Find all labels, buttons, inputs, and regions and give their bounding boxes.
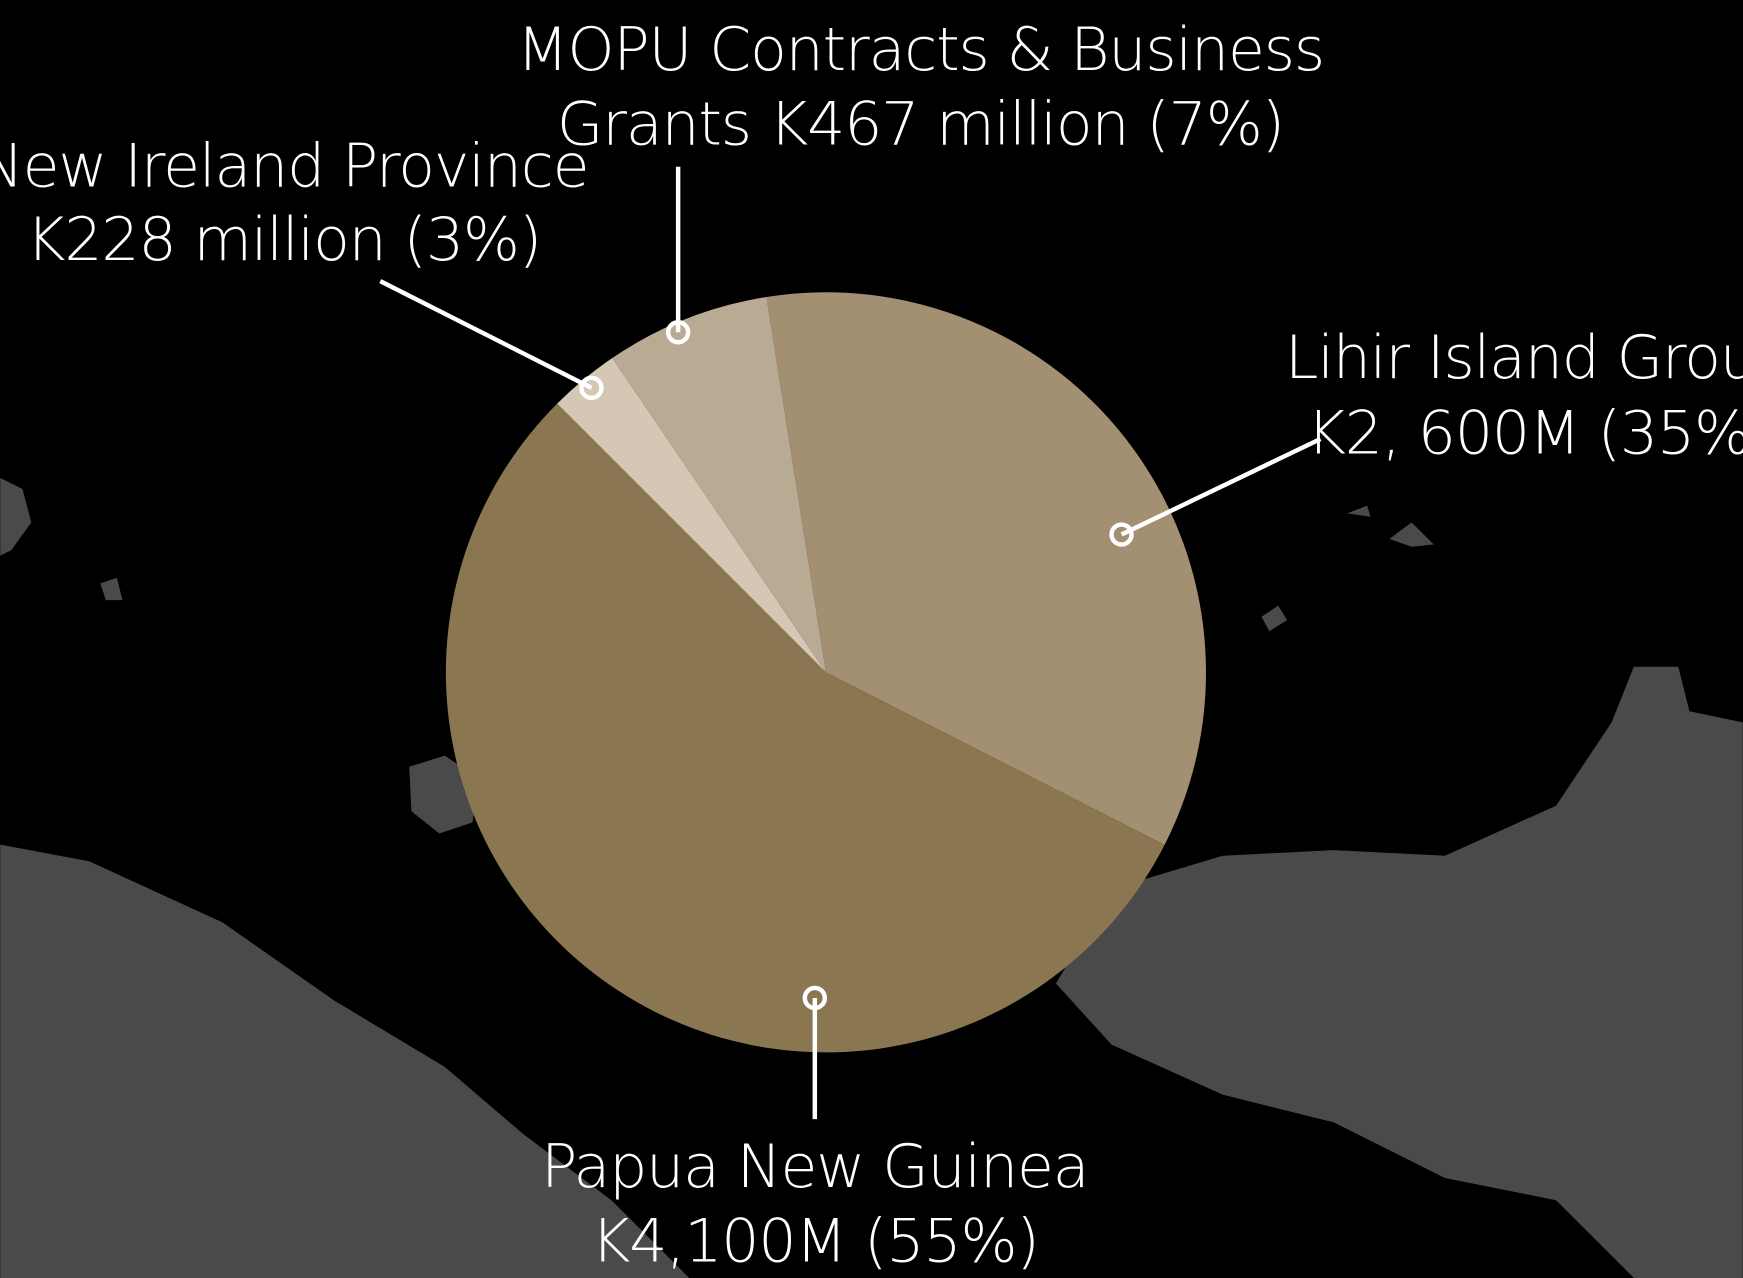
slice-label: MOPU Contracts & Business <box>517 15 1324 85</box>
island <box>100 577 123 601</box>
slice-label: New Ireland Province <box>0 132 588 202</box>
leader-line <box>379 279 593 390</box>
leader-dot <box>1109 522 1134 547</box>
slice-label: K228 million (3%) <box>26 205 541 275</box>
slice-label: K2, 600M (35%) <box>1307 398 1743 468</box>
island <box>1347 505 1371 517</box>
pie-slice <box>766 292 1207 845</box>
slice-label: K4,100M (55%) <box>591 1206 1039 1276</box>
leader-dot <box>579 375 604 401</box>
leader-dot <box>665 320 691 345</box>
island <box>1261 605 1288 632</box>
landmass <box>0 844 690 1278</box>
slice-label: Grants K467 million (7%) <box>557 89 1284 159</box>
pie-slice <box>557 357 826 673</box>
island <box>0 477 32 556</box>
leader-dot <box>802 985 828 1011</box>
pie-slice <box>612 296 826 673</box>
slice-label: Lihir Island Group <box>1285 323 1743 393</box>
pie-slice <box>445 403 1165 1053</box>
pie <box>445 292 1207 1053</box>
leader-line <box>1120 436 1322 537</box>
map <box>0 477 1743 1278</box>
slice-label: Papua New Guinea <box>541 1132 1088 1202</box>
landmass <box>1055 666 1743 1278</box>
island <box>1389 522 1434 547</box>
